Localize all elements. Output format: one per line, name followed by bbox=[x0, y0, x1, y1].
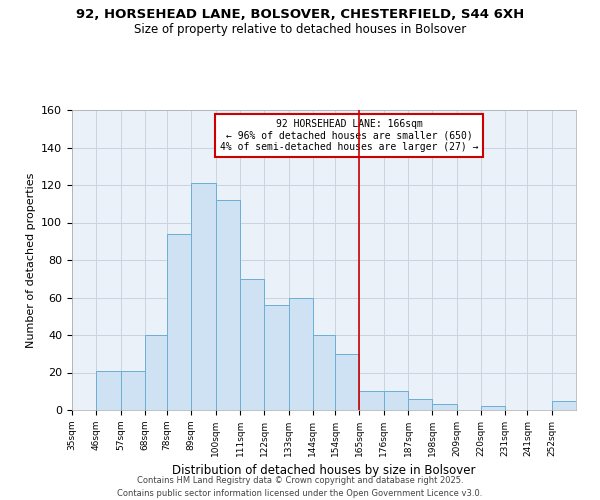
Text: 92 HORSEHEAD LANE: 166sqm
← 96% of detached houses are smaller (650)
4% of semi-: 92 HORSEHEAD LANE: 166sqm ← 96% of detac… bbox=[220, 119, 478, 152]
Bar bbox=[240, 279, 265, 410]
Bar bbox=[313, 335, 335, 410]
Y-axis label: Number of detached properties: Number of detached properties bbox=[26, 172, 35, 348]
Text: Size of property relative to detached houses in Bolsover: Size of property relative to detached ho… bbox=[134, 22, 466, 36]
Bar bbox=[551, 400, 576, 410]
Bar bbox=[145, 335, 167, 410]
Bar bbox=[121, 370, 145, 410]
Bar bbox=[481, 406, 505, 410]
X-axis label: Distribution of detached houses by size in Bolsover: Distribution of detached houses by size … bbox=[172, 464, 476, 477]
Text: 92, HORSEHEAD LANE, BOLSOVER, CHESTERFIELD, S44 6XH: 92, HORSEHEAD LANE, BOLSOVER, CHESTERFIE… bbox=[76, 8, 524, 20]
Bar bbox=[167, 234, 191, 410]
Bar bbox=[265, 305, 289, 410]
Text: Contains HM Land Registry data © Crown copyright and database right 2025.
Contai: Contains HM Land Registry data © Crown c… bbox=[118, 476, 482, 498]
Bar bbox=[191, 183, 215, 410]
Bar bbox=[359, 391, 383, 410]
Bar bbox=[215, 200, 240, 410]
Bar bbox=[433, 404, 457, 410]
Bar bbox=[335, 354, 359, 410]
Bar bbox=[97, 370, 121, 410]
Bar bbox=[289, 298, 313, 410]
Bar bbox=[383, 391, 408, 410]
Bar bbox=[408, 399, 433, 410]
